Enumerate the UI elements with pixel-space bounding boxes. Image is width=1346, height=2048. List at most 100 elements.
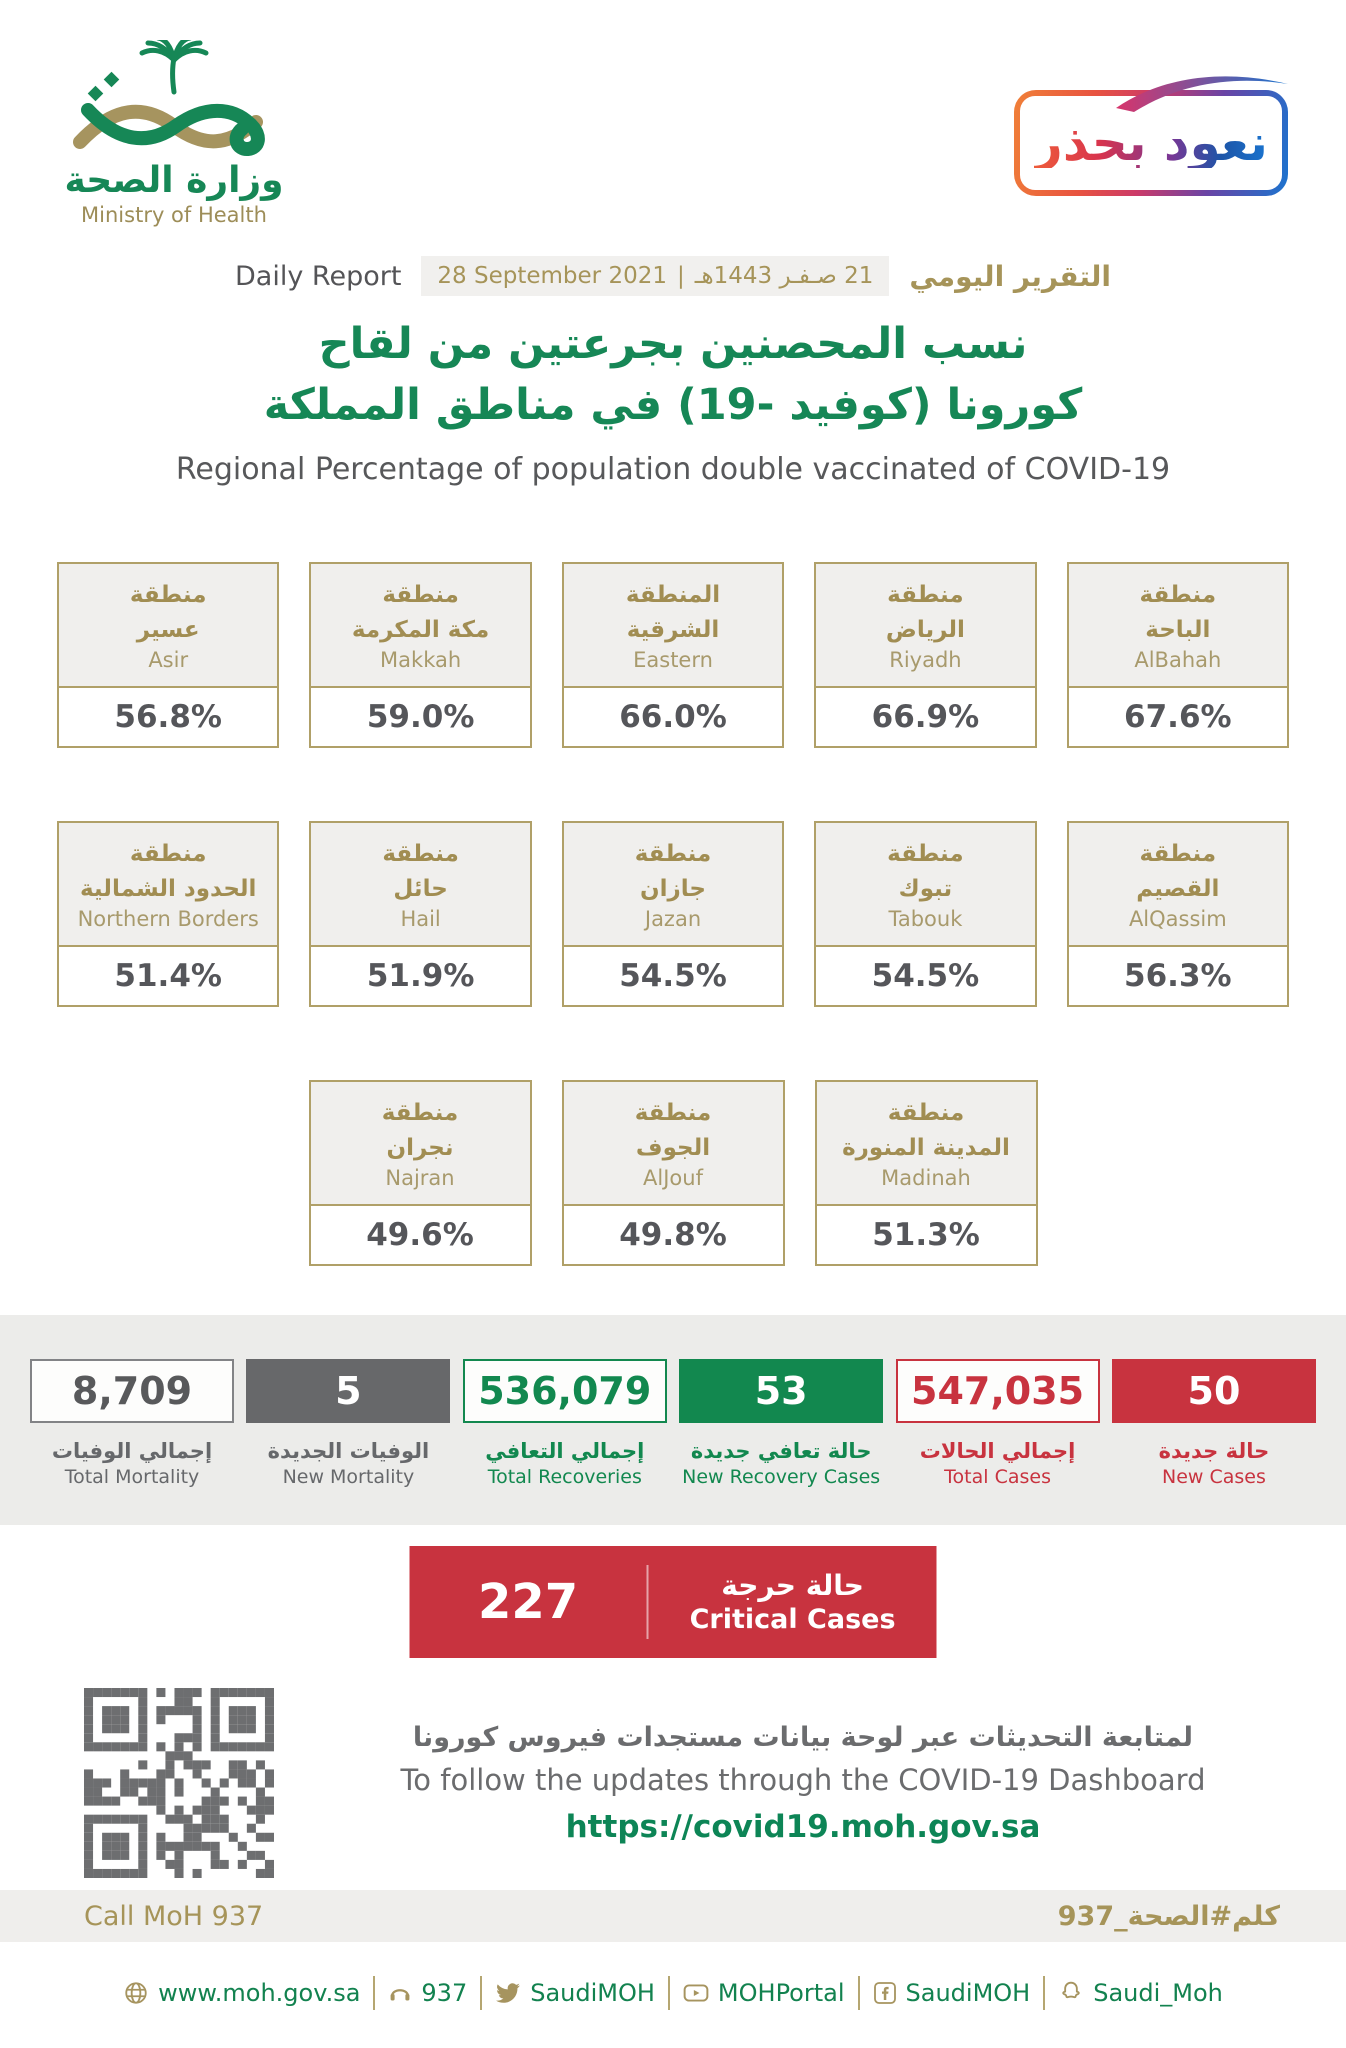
- logo-title-arabic: وزارة الصحة: [64, 160, 283, 201]
- region-name-en: Eastern: [633, 648, 713, 672]
- region-card-tabouk: منطقة تبوك Tabouk 54.5%: [814, 821, 1037, 1007]
- social-youtube[interactable]: MOHPortal: [670, 1979, 858, 2007]
- return-with-caution-badge: نعود بحذر: [1014, 76, 1288, 196]
- social-label: 937: [421, 1979, 468, 2007]
- region-card-madinah: منطقة المدينة المنورة Madinah 51.3%: [814, 1080, 1038, 1266]
- stat-label-ar: إجمالي التعافي: [485, 1439, 645, 1463]
- snapchat-icon: [1062, 1981, 1080, 1999]
- dashboard-info: لمتابعة التحديثات عبر لوحة بيانات مستجدا…: [300, 1722, 1306, 1845]
- stat-label-en: New Mortality: [282, 1466, 415, 1488]
- social-separator: [373, 1976, 376, 2010]
- region-card-albahah: منطقة الباحة AlBahah 67.6%: [1066, 562, 1290, 748]
- critical-divider: [646, 1565, 649, 1639]
- report-date-gregorian: 28 September 2021: [437, 263, 667, 289]
- region-card-riyadh: منطقة الرياض Riyadh 66.9%: [814, 562, 1037, 748]
- region-value: 51.3%: [872, 1217, 980, 1253]
- footer-band: Call MoH 937 كلم#الصحة_937: [0, 1890, 1346, 1942]
- region-card-alqassim: منطقة القصيم AlQassim 56.3%: [1066, 821, 1290, 1007]
- facebook-icon: [873, 1982, 896, 2004]
- region-name-en: Najran: [385, 1166, 455, 1190]
- youtube-icon: [683, 1984, 709, 2002]
- region-value: 66.0%: [619, 699, 727, 735]
- region-name-en: Asir: [148, 648, 189, 672]
- badge-swoosh-icon: [1116, 76, 1288, 112]
- stat-new-cases: 50 حالة جديدة New Cases: [1111, 1359, 1316, 1488]
- region-card-northern-borders: منطقة الحدود الشمالية Northern Borders 51…: [57, 821, 280, 1007]
- badge-slogan: نعود بحذر: [1034, 114, 1268, 172]
- statistics-band: 8,709 إجمالي الوفيات Total Mortality 5 ا…: [0, 1315, 1346, 1525]
- social-twitter[interactable]: SaudiMOH: [482, 1979, 668, 2007]
- stat-label-en: Total Recoveries: [487, 1466, 642, 1488]
- social-snapchat[interactable]: Saudi_Moh: [1045, 1979, 1236, 2007]
- stat-label-en: Total Mortality: [64, 1466, 200, 1488]
- qr-code: [84, 1688, 274, 1878]
- stat-label-ar: حالة تعافي جديدة: [690, 1439, 872, 1463]
- social-label: SaudiMOH: [530, 1979, 655, 2007]
- region-name-en: AlQassim: [1128, 907, 1227, 931]
- region-row-3: منطقة نجران Najran 49.6% منطقة الجوف AlJou…: [57, 1080, 1289, 1266]
- stat-label-ar: إجمالي الحالات: [919, 1439, 1076, 1463]
- phone-icon: [391, 1989, 410, 2001]
- region-value: 56.3%: [1124, 958, 1232, 994]
- region-cards-section: منطقة عسير Asir 56.8% منطقة مكة المكرمة Ma…: [57, 562, 1290, 1339]
- critical-label-en: Critical Cases: [689, 1603, 896, 1635]
- social-separator: [1043, 1976, 1046, 2010]
- social-separator: [480, 1976, 483, 2010]
- region-name-en: Northern Borders: [77, 907, 259, 931]
- region-card-hail: منطقة حائل Hail 51.9%: [309, 821, 532, 1007]
- social-facebook[interactable]: SaudiMOH: [860, 1979, 1044, 2007]
- social-label: Saudi_Moh: [1093, 1979, 1223, 2007]
- region-value: 56.8%: [114, 699, 222, 735]
- social-links-row: www.moh.gov.sa 937 SaudiMOH MOHPortal: [0, 1976, 1346, 2010]
- stat-value: 547,035: [895, 1359, 1100, 1423]
- region-value: 51.9%: [366, 958, 475, 994]
- region-row-2: منطقة الحدود الشمالية Northern Borders 51…: [57, 821, 1290, 1007]
- region-value: 67.6%: [1124, 699, 1232, 735]
- stat-value: 8,709: [30, 1359, 234, 1423]
- social-label: MOHPortal: [717, 1979, 845, 2007]
- region-card-eastern: المنطقة الشرقية Eastern 66.0%: [561, 562, 785, 748]
- critical-cases-value: 227: [477, 1574, 579, 1630]
- region-name-en: Jazan: [644, 907, 702, 931]
- region-name-en: Hail: [400, 907, 441, 931]
- stat-total-cases: 547,035 إجمالي الحالات Total Cases: [895, 1359, 1100, 1488]
- dashboard-text-en: To follow the updates through the COVID-…: [400, 1763, 1206, 1797]
- region-value: 49.8%: [619, 1217, 727, 1253]
- region-value: 49.6%: [366, 1217, 474, 1253]
- stat-label-ar: إجمالي الوفيات: [51, 1439, 213, 1463]
- social-label: www.moh.gov.sa: [158, 1979, 361, 2007]
- logo-title-english: Ministry of Health: [81, 203, 267, 227]
- stat-total-recoveries: 536,079 إجمالي التعافي Total Recoveries: [462, 1359, 667, 1488]
- hashtag-label: كلم#الصحة_937: [1057, 1900, 1280, 1932]
- globe-icon: [125, 1982, 147, 2004]
- social-separator: [857, 1976, 860, 2010]
- stat-label-en: New Cases: [1162, 1466, 1266, 1488]
- report-date: 28 September 2021 | 21 صـفـر 1443هـ: [421, 256, 890, 296]
- social-phone[interactable]: 937: [375, 1979, 480, 2007]
- stat-label-en: New Recovery Cases: [682, 1466, 881, 1488]
- report-date-separator: |: [676, 263, 685, 289]
- region-card-najran: منطقة نجران Najran 49.6%: [308, 1080, 532, 1266]
- main-title-arabic: نسب المحصنين بجرعتين من لقاح كورونا (كوف…: [0, 314, 1346, 436]
- daily-report-label-ar: التقرير اليومي: [909, 259, 1111, 293]
- region-row-1: منطقة عسير Asir 56.8% منطقة مكة المكرمة Ma…: [57, 562, 1290, 748]
- dashboard-url-link[interactable]: https://covid19.moh.gov.sa: [565, 1809, 1041, 1845]
- stat-new-mortality: 5 الوفيات الجديدة New Mortality: [246, 1359, 451, 1488]
- stat-label-ar: الوفيات الجديدة: [267, 1439, 430, 1463]
- social-website[interactable]: www.moh.gov.sa: [110, 1979, 373, 2007]
- critical-cases-banner: 227 حالة حرجة Critical Cases: [409, 1546, 937, 1658]
- moh-emblem-icon: وزارة الصحة Ministry of Health: [64, 35, 284, 227]
- region-card-makkah: منطقة مكة المكرمة Makkah 59.0%: [309, 562, 532, 748]
- region-value: 59.0%: [366, 699, 475, 735]
- moh-logo: وزارة الصحة Ministry of Health: [56, 35, 291, 236]
- critical-label-ar: حالة حرجة: [721, 1568, 864, 1602]
- report-date-hijri: 21 صـفـر 1443هـ: [694, 263, 874, 289]
- stat-value: 536,079: [462, 1359, 667, 1423]
- main-title-arabic-line2: كورونا (كوفيد -19) في مناطق المملكة: [263, 380, 1083, 431]
- call-moh-label: Call MoH 937: [84, 1900, 264, 1932]
- region-card-jazan: منطقة جازان Jazan 54.5%: [561, 821, 785, 1007]
- region-value: 54.5%: [871, 958, 980, 994]
- region-value: 54.5%: [619, 958, 727, 994]
- main-title-english: Regional Percentage of population double…: [175, 452, 1171, 487]
